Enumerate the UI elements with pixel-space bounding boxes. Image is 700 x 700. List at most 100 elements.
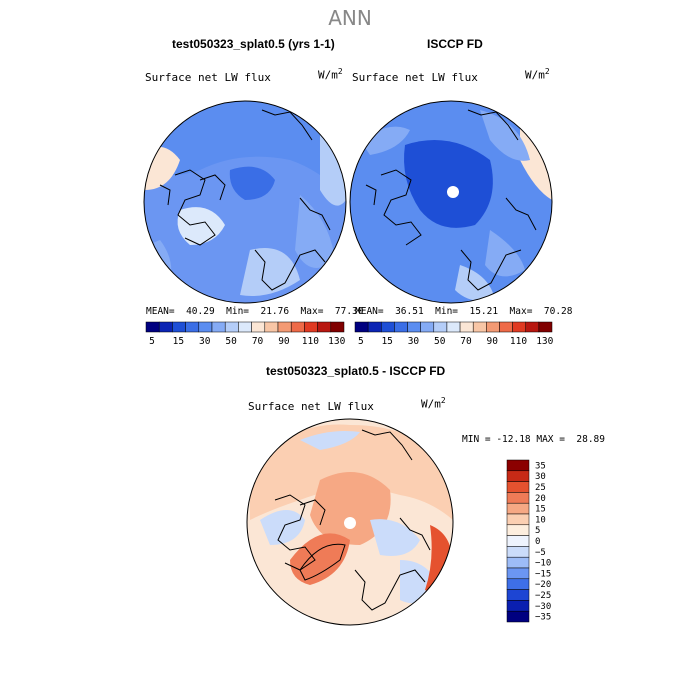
max-label: Max= [509, 306, 533, 317]
colorbar-model-swatch [198, 321, 213, 333]
colorbar-diff-swatch [506, 567, 530, 580]
colorbar-obs-swatch [381, 321, 395, 333]
colorbar-model-swatch [317, 321, 332, 333]
map-obs [349, 100, 553, 304]
colorbar-diff-tick-label: 0 [535, 537, 540, 547]
colorbar-diff-tick-label: −10 [535, 559, 551, 569]
units-label-model: W/m2 [318, 67, 343, 82]
stats-obs: MEAN= 36.51 Min= 15.21 Max= 70.28 [355, 306, 572, 317]
colorbar-diff-swatch [506, 556, 530, 569]
colorbar-diff-swatch [506, 502, 530, 515]
panel-title-model: test050323_splat0.5 (yrs 1-1) [172, 37, 335, 51]
colorbar-obs-swatch [354, 321, 369, 333]
pole-mask [344, 517, 356, 529]
colorbar-model-swatch [145, 321, 160, 333]
colorbar-obs-swatch [512, 321, 526, 333]
colorbar-model-swatch [277, 321, 292, 333]
colorbar-obs-swatch [420, 321, 435, 333]
max-value: 70.28 [543, 306, 573, 317]
max-label: Max= [300, 306, 324, 317]
min-value: 15.21 [469, 306, 499, 317]
min-label: Min= [226, 306, 250, 317]
colorbar-diff-swatch [506, 492, 530, 504]
mean-label: MEAN= [146, 306, 175, 317]
colorbar-diff-tick-label: −30 [535, 602, 551, 612]
colorbar-diff-swatch [506, 600, 530, 612]
colorbar-diff-swatch [506, 524, 530, 536]
stats-model: MEAN= 40.29 Min= 21.76 Max= 77.30 [146, 306, 363, 317]
colorbar-diff-swatch [506, 546, 530, 558]
colorbar-diff-swatch [506, 535, 530, 547]
colorbar-model-tick-label: 5 [149, 336, 155, 347]
colorbar-obs-swatch [499, 321, 513, 333]
colorbar-model-swatch [158, 321, 173, 333]
colorbar-obs-tick-label: 5 [358, 336, 364, 347]
mean-value: 36.51 [395, 306, 424, 317]
colorbar-diff-tick-label: −25 [535, 591, 551, 601]
map-diff [246, 418, 454, 626]
colorbar-diff-tick-label: 15 [535, 505, 546, 515]
colorbar-model-swatch [224, 321, 239, 333]
colorbar-model-tick-label: 90 [278, 336, 290, 347]
units-label-diff: W/m2 [421, 396, 446, 411]
colorbar-diff-swatch [506, 459, 530, 472]
colorbar-diff-swatch [506, 481, 530, 493]
colorbar-diff-tick-label: −15 [535, 569, 551, 579]
colorbar-obs-tick-label: 110 [510, 336, 527, 347]
colorbar-model-swatch [238, 321, 252, 333]
min-value: 21.76 [260, 306, 290, 317]
colorbar-model-tick-label: 30 [199, 336, 211, 347]
colorbar-obs-swatch [486, 321, 500, 333]
colorbar-diff-tick-label: 35 [535, 461, 546, 471]
variable-label-model: Surface net LW flux [145, 71, 271, 84]
colorbar-diff-tick-label: 30 [535, 472, 546, 482]
panel-title-diff: test050323_splat0.5 - ISCCP FD [266, 364, 446, 378]
colorbar-diff-tick-label: 20 [535, 494, 546, 504]
map-model [143, 100, 347, 304]
figure-title: ANN [328, 6, 372, 30]
colorbar-obs-swatch [538, 321, 553, 333]
colorbar-diff-swatch [506, 578, 530, 590]
colorbar-obs-swatch [525, 321, 540, 333]
colorbar-obs-tick-label: 30 [408, 336, 420, 347]
colorbar-obs-tick-label: 15 [381, 336, 392, 347]
min-label: Min= [435, 306, 459, 317]
variable-label-obs: Surface net LW flux [352, 71, 478, 84]
colorbar-model-tick-label: 15 [173, 336, 184, 347]
variable-label-diff: Surface net LW flux [248, 400, 374, 413]
colorbar-diff-tick-label: −20 [535, 580, 551, 590]
pole-mask [447, 186, 459, 198]
colorbar-model-tick-label: 70 [252, 336, 264, 347]
colorbar-model-swatch [211, 321, 226, 333]
colorbar-obs-swatch [446, 321, 461, 333]
colorbar-diff-tick-label: 10 [535, 515, 546, 525]
colorbar-diff-tick-label: −5 [535, 548, 546, 558]
colorbar-diff-tick-label: −35 [535, 613, 551, 623]
colorbar-diff-swatch [506, 513, 530, 526]
colorbar-model-tick-label: 110 [302, 336, 319, 347]
diff-min-max-stats: MIN = -12.18 MAX = 28.89 [462, 434, 605, 445]
colorbar-model-swatch [330, 321, 345, 333]
colorbar-model: 5 15 30 50 70 90 110 130 [145, 321, 346, 347]
colorbar-obs-tick-label: 50 [434, 336, 446, 347]
colorbar-model-swatch [251, 321, 266, 333]
colorbar-model-swatch [172, 321, 186, 333]
max-value: 77.30 [334, 306, 364, 317]
colorbar-model-tick-label: 50 [225, 336, 237, 347]
colorbar-obs-swatch [472, 321, 487, 333]
colorbar-model-tick-label: 130 [328, 336, 345, 347]
colorbar-diff-tick-label: 25 [535, 483, 546, 493]
units-label-obs: W/m2 [525, 67, 550, 82]
colorbar-model-swatch [185, 321, 200, 333]
colorbar-obs-swatch [407, 321, 421, 333]
colorbar-diff-swatch [506, 610, 530, 623]
panel-title-obs: ISCCP FD [427, 37, 483, 51]
colorbar-diff-tick-label: 5 [535, 526, 540, 536]
colorbar-obs-swatch [394, 321, 408, 333]
colorbar-obs: 5 15 30 50 70 90 110 130 [354, 321, 554, 347]
colorbar-model-swatch [290, 321, 305, 333]
colorbar-obs-tick-label: 90 [487, 336, 499, 347]
colorbar-obs-tick-label: 130 [536, 336, 553, 347]
